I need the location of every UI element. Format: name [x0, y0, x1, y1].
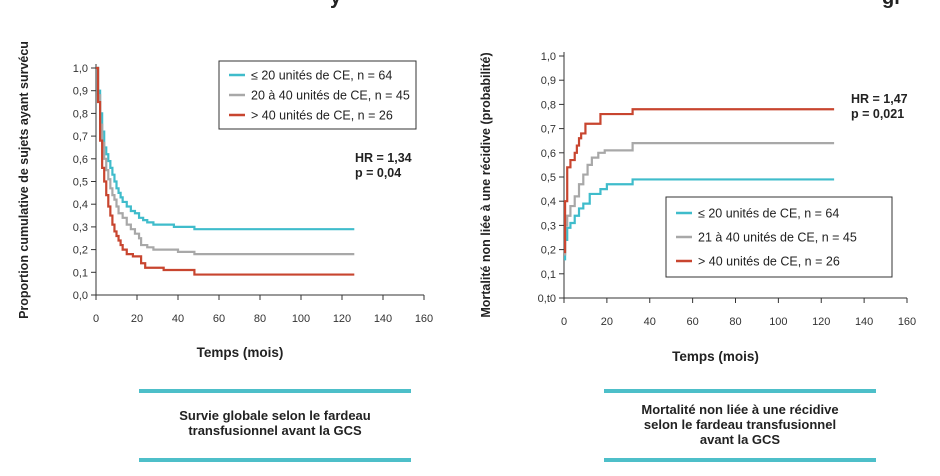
y-tick-label: 0,3 [73, 222, 88, 234]
y-axis-title: Proportion cumulative de sujets ayant su… [17, 41, 31, 319]
y-tick-label: 1,0 [73, 63, 88, 75]
caption-mortality: Mortalité non liée à une récidive selon … [595, 402, 885, 447]
series-line-3 [96, 66, 355, 276]
y-tick-label: 0,8 [73, 108, 88, 120]
legend-box [218, 60, 417, 130]
survival-chart: y 0,0 0,1 0,2 0,3 0,4 0,5 0,6 0,7 0,8 0,9 1,0 0 20 40 6… [17, 0, 433, 360]
series-line-2 [563, 142, 835, 256]
y-tick-label: 1,0 [541, 51, 556, 63]
caption-line: Mortalité non liée à une récidive [641, 402, 839, 417]
x-axis-title: Temps (mois) [197, 345, 284, 360]
hr-annotation: p = 0,04 [355, 166, 401, 180]
y-tick-label: 0,1 [541, 269, 556, 281]
x-tick-label: 140 [374, 313, 392, 325]
x-tick-label: 80 [729, 316, 741, 328]
y-tick-label: 0,5 [541, 172, 556, 184]
x-axis-title: Temps (mois) [672, 349, 759, 364]
legend-label: ≤ 20 unités de CE, n = 64 [698, 207, 839, 221]
y-tick-label: 0,6 [73, 154, 88, 166]
x-tick-label: 100 [292, 313, 310, 325]
x-tick-label: 120 [812, 316, 830, 328]
caption-line: avant la GCS [699, 432, 781, 447]
hr-annotation: p = 0,021 [851, 107, 904, 121]
y-tick-label: 0,8 [541, 99, 556, 111]
caption-line: Survie globale selon le fardeau [179, 408, 371, 423]
series-line-3 [563, 108, 835, 254]
y-tick-label: 0,7 [73, 131, 88, 143]
y-tick-label: 0,5 [73, 177, 88, 189]
legend-label: 20 à 40 unités de CE, n = 45 [251, 89, 410, 103]
y-tick-label: 0,2 [73, 245, 88, 257]
series-line-1 [563, 178, 835, 261]
x-tick-label: 160 [415, 313, 433, 325]
caption-line: selon le fardeau transfusionnel [643, 417, 837, 432]
y-tick-label: 0,2 [541, 245, 556, 257]
x-tick-label: 80 [254, 313, 266, 325]
legend-label: > 40 unités de CE, n = 26 [251, 109, 393, 123]
x-tick-label: 20 [131, 313, 143, 325]
y-tick-label: 0,1 [73, 267, 88, 279]
series-line-2 [96, 66, 355, 256]
legend-box [665, 196, 893, 278]
x-tick-label: 140 [855, 316, 873, 328]
y-tick-label: 0,7 [541, 124, 556, 136]
hr-annotation: HR = 1,47 [851, 92, 908, 106]
x-tick-label: 60 [687, 316, 699, 328]
x-tick-label: 100 [769, 316, 787, 328]
y-tick-label: 0,6 [541, 148, 556, 160]
y-tick-label: 0,9 [73, 86, 88, 98]
chart-header-fragment: gr [882, 0, 902, 9]
chart-header-fragment: y [330, 0, 342, 9]
y-tick-label: 0,9 [541, 75, 556, 87]
x-tick-label: 40 [172, 313, 184, 325]
x-tick-label: 160 [898, 316, 916, 328]
caption-survival: Survie globale selon le fardeau transfus… [130, 408, 420, 438]
y-axis-title: Mortalité non liée à une récidive (proba… [479, 52, 493, 317]
caption-rule-top-right [604, 389, 876, 393]
x-tick-label: 0 [93, 313, 99, 325]
y-tick-label: 0,0 [73, 290, 88, 302]
caption-line: transfusionnel avant la GCS [188, 423, 362, 438]
x-tick-label: 40 [644, 316, 656, 328]
caption-rule-top-left [139, 389, 411, 393]
caption-rule-bottom-right [604, 458, 876, 462]
mortality-chart: gr 0,t0 0,1 0,2 0,3 0,4 0,5 0,6 0,7 0,8 0,9 1,0 0 20 4… [479, 0, 916, 364]
legend-label: ≤ 20 unités de CE, n = 64 [251, 69, 392, 83]
y-tick-label: 0,3 [541, 220, 556, 232]
caption-rule-bottom-left [139, 458, 411, 462]
hr-annotation: HR = 1,34 [355, 151, 412, 165]
x-tick-label: 0 [561, 316, 567, 328]
x-tick-label: 60 [213, 313, 225, 325]
y-tick-label: 0,4 [541, 196, 556, 208]
legend-label: 21 à 40 unités de CE, n = 45 [698, 231, 857, 245]
y-tick-label: 0,4 [73, 199, 88, 211]
x-tick-label: 120 [333, 313, 351, 325]
legend-label: > 40 unités de CE, n = 26 [698, 255, 840, 269]
x-tick-label: 20 [601, 316, 613, 328]
y-tick-label: 0,t0 [538, 293, 556, 305]
